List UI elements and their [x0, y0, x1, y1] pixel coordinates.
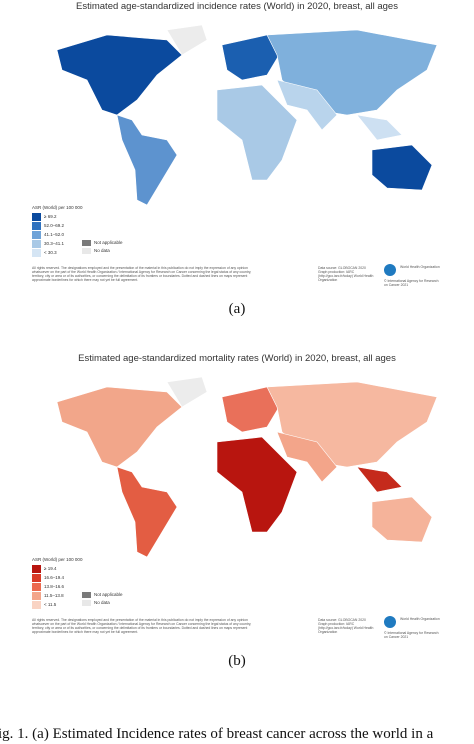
legend-swatch — [32, 565, 41, 573]
copyright: © International Agency for Research on C… — [384, 279, 439, 287]
legend-swatch — [32, 574, 41, 582]
legend-swatch — [32, 249, 41, 257]
notice: All rights reserved. The designations em… — [32, 618, 252, 634]
legend-label: 11.5–13.8 — [44, 593, 64, 598]
legend-swatch — [82, 592, 91, 598]
legend-swatch — [32, 583, 41, 591]
data-source: Data source: GLOBOCAN 2020 Graph product… — [318, 266, 374, 282]
who-logo — [384, 264, 396, 276]
map-title: Estimated age-standardized mortality rat… — [78, 353, 396, 364]
legend-label: 52.0–69.2 — [44, 223, 65, 228]
figure-caption: ig. 1. (a) Estimated Incidence rates of … — [0, 726, 434, 742]
legend-swatch — [32, 213, 41, 221]
legend-label: Not applicable — [94, 592, 123, 597]
who-logo — [384, 616, 396, 628]
legend-label: Not applicable — [94, 240, 123, 245]
legend-label: ≥ 19.4 — [44, 566, 57, 571]
data-source: Data source: GLOBOCAN 2020 Graph product… — [318, 618, 374, 634]
legend-title: ASR (World) per 100 000 — [32, 557, 83, 562]
legend-label: < 30.3 — [44, 250, 57, 255]
legend-label: 16.6–19.4 — [44, 575, 65, 580]
legend-label: ≥ 69.2 — [44, 214, 57, 219]
mortality-map — [56, 376, 438, 558]
org-name: World Health Organization — [400, 617, 440, 621]
legend-title: ASR (World) per 100 000 — [32, 205, 83, 210]
legend-swatch — [82, 248, 91, 254]
legend-label: 30.3–41.1 — [44, 241, 65, 246]
legend-swatch — [32, 231, 41, 239]
legend-label: < 11.5 — [44, 602, 57, 607]
legend-label: 41.1–52.0 — [44, 232, 65, 237]
legend-swatch — [82, 240, 91, 246]
legend-label: No data — [94, 600, 110, 605]
legend-swatch — [82, 600, 91, 606]
legend-label: 13.8–16.6 — [44, 584, 65, 589]
map-title: Estimated age-standardized incidence rat… — [76, 1, 398, 12]
incidence-map — [56, 24, 438, 206]
org-name: World Health Organization — [400, 265, 440, 269]
legend-label: No data — [94, 248, 110, 253]
copyright: © International Agency for Research on C… — [384, 631, 439, 639]
legend-swatch — [32, 592, 41, 600]
figure-label: (a) — [228, 301, 246, 317]
notice: All rights reserved. The designations em… — [32, 266, 252, 282]
figure-label: (b) — [228, 653, 246, 669]
legend-swatch — [32, 222, 41, 230]
legend-swatch — [32, 240, 41, 248]
legend-swatch — [32, 601, 41, 609]
